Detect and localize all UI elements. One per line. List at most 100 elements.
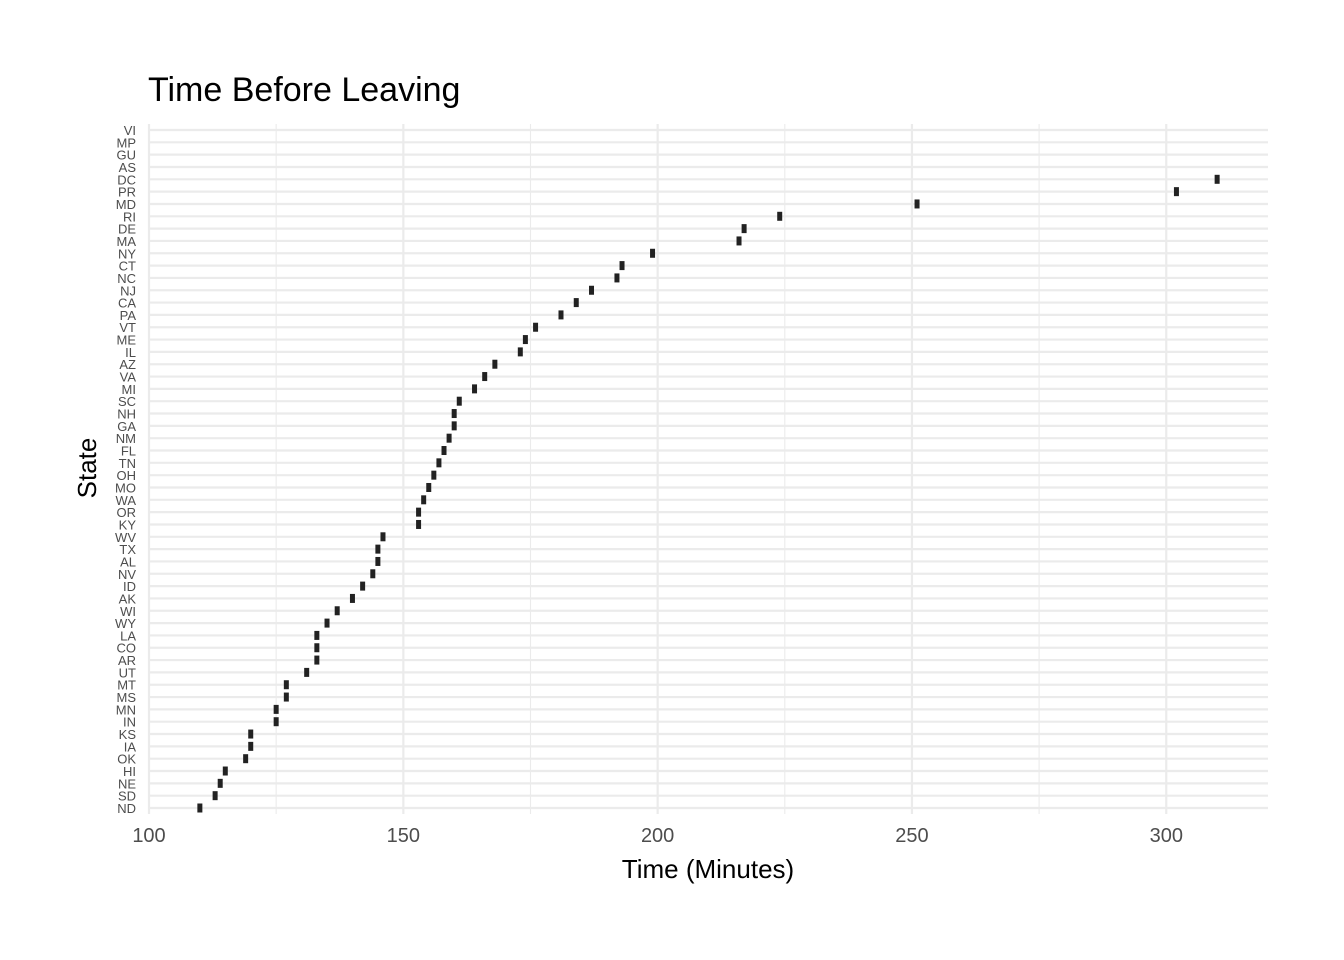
y-tick-label: WY <box>115 616 136 631</box>
x-tick-label: 300 <box>1150 825 1183 847</box>
data-point <box>451 409 457 419</box>
data-point <box>375 556 381 566</box>
data-point <box>619 261 625 271</box>
y-tick-label: OK <box>117 752 136 767</box>
y-tick-label: CT <box>119 259 136 274</box>
y-tick-label: ME <box>117 333 137 348</box>
y-tick-label: MO <box>115 480 136 495</box>
y-tick-label: MS <box>117 690 137 705</box>
data-point <box>482 372 488 382</box>
y-tick-label: NJ <box>120 283 136 298</box>
y-tick-label: ND <box>117 801 136 816</box>
x-tick-label: 100 <box>132 825 165 847</box>
y-tick-label: PA <box>120 308 137 323</box>
data-point <box>650 248 656 258</box>
x-tick-label: 150 <box>387 825 420 847</box>
data-point <box>212 791 218 801</box>
data-point <box>375 544 381 554</box>
y-tick-label: DE <box>118 222 136 237</box>
y-tick-label: AL <box>120 554 136 569</box>
data-point <box>451 421 457 431</box>
chart-title: Time Before Leaving <box>148 71 460 109</box>
y-tick-label: MT <box>117 678 136 693</box>
data-point <box>431 470 437 480</box>
y-tick-label: MA <box>117 234 137 249</box>
y-tick-label: MI <box>122 382 136 397</box>
y-tick-label: LA <box>120 628 136 643</box>
y-tick-label: NE <box>118 776 136 791</box>
data-point <box>492 359 498 369</box>
y-tick-label: TX <box>119 542 136 557</box>
y-tick-label: AS <box>119 160 137 175</box>
data-point <box>304 667 310 677</box>
data-point <box>243 754 249 764</box>
y-tick-label: MP <box>117 135 137 150</box>
y-tick-label: IL <box>125 345 136 360</box>
y-tick-label: MN <box>116 702 136 717</box>
data-point <box>446 433 452 443</box>
y-tick-label: IA <box>124 739 137 754</box>
data-point <box>349 593 355 603</box>
data-point <box>380 532 386 542</box>
y-tick-label: OR <box>117 505 137 520</box>
data-point <box>217 778 223 788</box>
data-point <box>614 273 620 283</box>
y-tick-label: MD <box>116 197 136 212</box>
y-tick-label: FL <box>121 444 136 459</box>
y-tick-label: WI <box>120 604 136 619</box>
data-point <box>517 347 523 357</box>
y-tick-label: VT <box>119 320 136 335</box>
y-tick-label: DC <box>117 172 136 187</box>
y-tick-label: NM <box>116 431 136 446</box>
data-point <box>197 803 203 813</box>
y-tick-label: PR <box>118 185 136 200</box>
data-point <box>558 310 564 320</box>
x-tick-label: 200 <box>641 825 674 847</box>
y-tick-label: OH <box>117 468 137 483</box>
y-tick-label: CO <box>117 641 137 656</box>
y-tick-label: KY <box>119 517 137 532</box>
y-tick-label: KS <box>119 727 137 742</box>
y-axis-title: State <box>72 438 102 499</box>
grid <box>147 124 1268 814</box>
y-tick-label: AZ <box>119 357 136 372</box>
data-point <box>416 519 422 529</box>
y-tick-label: GA <box>117 419 136 434</box>
y-tick-label: ID <box>123 579 136 594</box>
data-point <box>426 482 432 492</box>
data-point <box>314 655 320 665</box>
data-point <box>472 384 478 394</box>
data-points <box>197 174 1220 813</box>
y-tick-label: NH <box>117 407 136 422</box>
data-point <box>589 285 595 295</box>
y-tick-label: AR <box>118 653 136 668</box>
data-point <box>1173 187 1179 197</box>
data-point <box>436 458 442 468</box>
y-tick-label: VA <box>120 370 137 385</box>
data-point <box>741 224 747 234</box>
y-tick-labels: NDSDNEHIOKIAKSINMNMSMTUTARCOLAWYWIAKIDNV… <box>115 123 136 816</box>
data-point <box>456 396 462 406</box>
x-tick-label: 250 <box>895 825 928 847</box>
data-point <box>573 298 579 308</box>
y-tick-label: AK <box>119 591 137 606</box>
y-tick-label: SD <box>118 789 136 804</box>
data-point <box>248 741 254 751</box>
y-tick-label: GU <box>117 148 137 163</box>
data-point <box>273 717 279 727</box>
y-tick-label: IN <box>123 715 136 730</box>
y-tick-label: VI <box>124 123 136 138</box>
data-point <box>736 236 742 246</box>
y-tick-label: TN <box>119 456 136 471</box>
y-tick-label: NY <box>118 246 136 261</box>
data-point <box>283 680 289 690</box>
data-point <box>522 335 528 345</box>
data-point <box>416 507 422 517</box>
data-point <box>1214 174 1220 184</box>
y-tick-label: WA <box>116 493 137 508</box>
data-point <box>914 199 920 209</box>
data-point <box>533 322 539 332</box>
data-point <box>334 606 340 616</box>
data-point <box>370 569 376 579</box>
